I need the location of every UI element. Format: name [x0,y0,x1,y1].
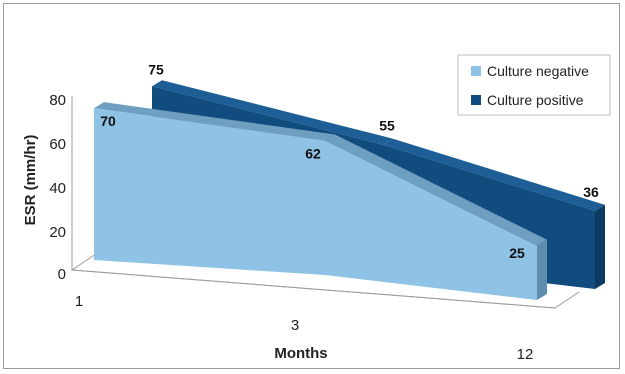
data-label: 62 [305,146,321,162]
x-tick-label: 3 [291,317,299,334]
series-top-bevel [383,138,605,211]
y-tick-label: 0 [58,266,66,283]
series-side-face [537,239,547,300]
y-tick-label: 60 [49,136,66,153]
series-top-bevel [152,80,393,145]
y-axis-title: ESR (mm/hr) [22,135,39,226]
data-label: 55 [379,118,395,134]
x-tick-label: 1 [75,293,83,310]
legend-label-culture-positive: Culture positive [487,92,584,108]
series-side-face [595,204,605,289]
series-top-bevel [325,134,547,246]
y-tick-label: 20 [49,224,66,241]
legend-label-culture-negative: Culture negative [487,63,589,79]
x-tick-label: 12 [517,346,534,363]
legend: Culture negative Culture positive [457,54,611,116]
legend-swatch-culture-positive [471,95,481,105]
data-label: 70 [100,113,116,129]
y-tick-label: 80 [49,92,66,109]
series-area [94,108,537,300]
series-top-bevel [94,102,335,141]
data-label: 75 [148,61,164,77]
y-tick-label: 40 [49,180,66,197]
legend-swatch-culture-negative [471,66,481,76]
legend-box [457,54,611,116]
data-label: 25 [509,245,525,261]
x-axis-title: Months [274,345,327,362]
x-axis-line [71,269,556,309]
data-label: 36 [583,184,599,200]
